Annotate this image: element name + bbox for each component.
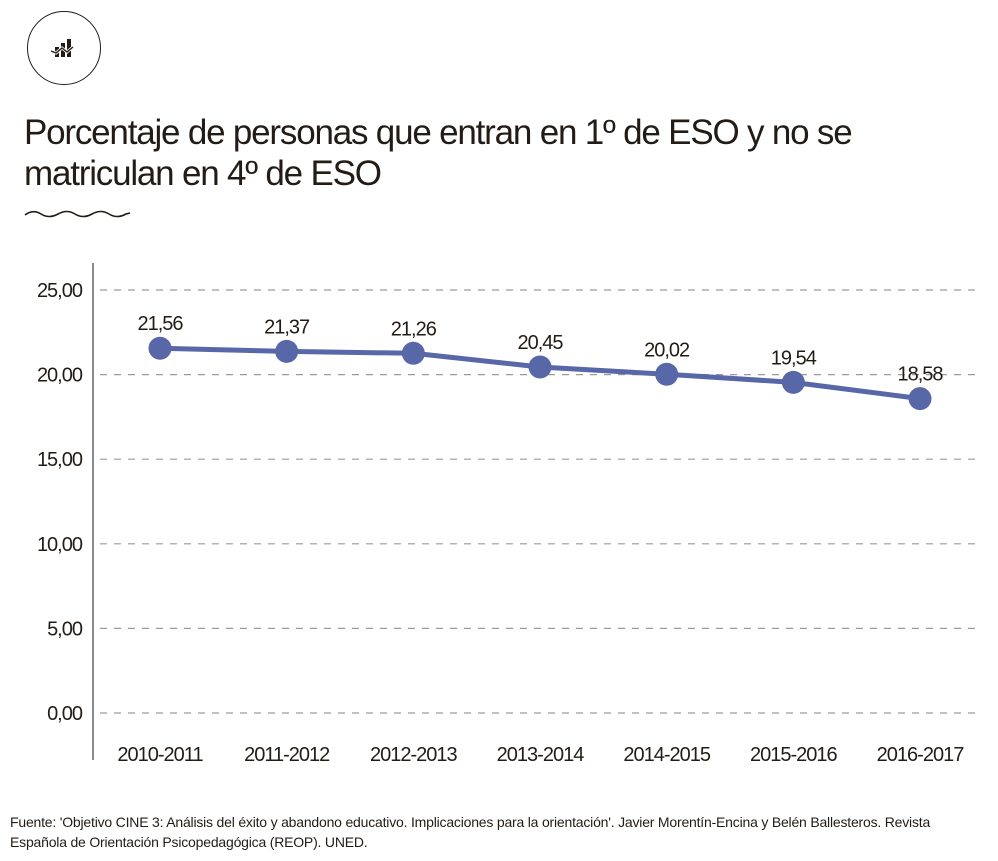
data-point [401, 341, 425, 365]
data-label: 20,02 [644, 339, 690, 361]
x-tick-label: 2016-2017 [877, 744, 965, 766]
x-tick-label: 2014-2015 [623, 744, 711, 766]
wave-divider-icon [24, 210, 131, 218]
data-points [148, 336, 932, 411]
data-label: 19,54 [771, 347, 817, 369]
y-tick-label: 10,00 [37, 534, 83, 556]
x-tick-label: 2012-2013 [370, 744, 458, 766]
data-point [655, 362, 679, 386]
y-tick-label: 15,00 [37, 449, 83, 471]
data-point [148, 336, 172, 360]
chart-logo-badge [27, 11, 101, 85]
data-label: 21,37 [264, 316, 310, 338]
y-tick-labels: 0,00 5,00 10,00 15,00 20,00 25,00 [37, 280, 84, 725]
bar-line-chart-icon [50, 39, 74, 57]
data-point [275, 339, 299, 363]
y-tick-label: 25,00 [37, 280, 83, 302]
x-tick-label: 2010-2011 [117, 744, 203, 766]
x-tick-labels: 2010-2011 2011-2012 2012-2013 2013-2014 2014… [117, 744, 965, 766]
data-label: 20,45 [517, 332, 563, 354]
chart-title: Porcentaje de personas que entran en 1º … [24, 113, 853, 193]
data-labels: 21,56 21,37 21,26 20,45 20,02 19,54 18,58 [137, 313, 944, 386]
source-note: Fuente: 'Objetivo CINE 3: Análisis del é… [10, 814, 931, 850]
y-tick-label: 5,00 [47, 618, 83, 640]
data-label: 18,58 [897, 364, 943, 386]
data-label: 21,56 [137, 313, 183, 335]
x-tick-label: 2011-2012 [244, 744, 330, 766]
data-point [781, 370, 805, 394]
y-tick-label: 20,00 [37, 365, 83, 387]
data-point [528, 355, 552, 379]
x-tick-label: 2015-2016 [750, 744, 838, 766]
y-tick-label: 0,00 [47, 703, 83, 725]
data-point [908, 387, 932, 411]
data-label: 21,26 [391, 318, 437, 340]
x-tick-label: 2013-2014 [497, 744, 585, 766]
